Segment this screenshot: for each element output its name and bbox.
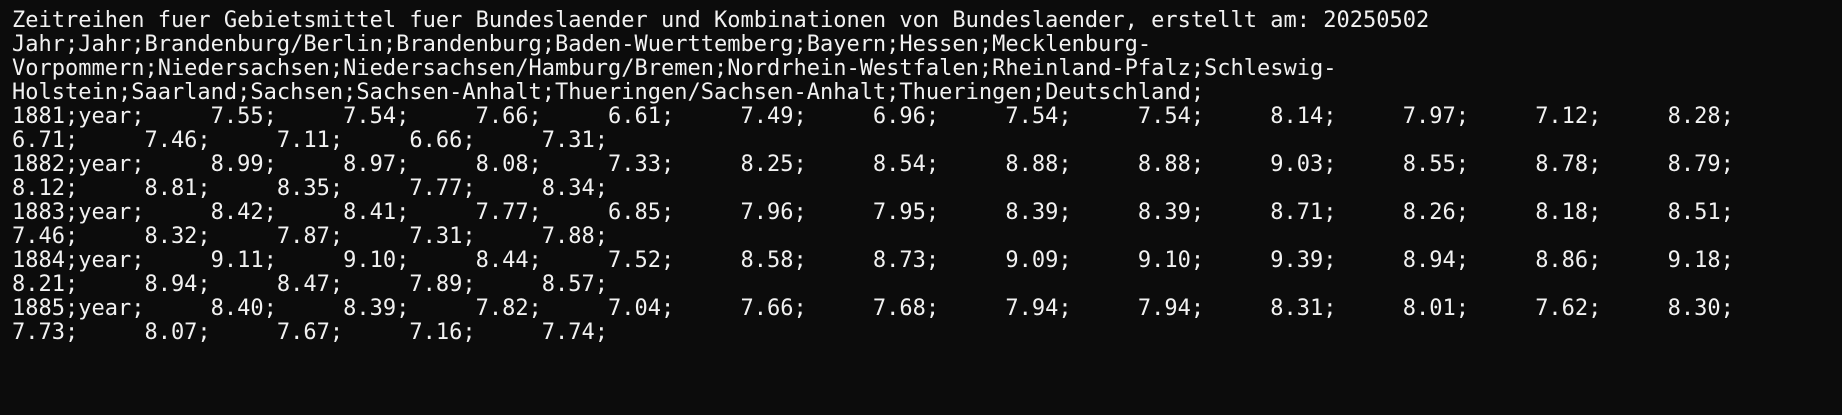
data-row-1881: 1881;year; 7.55; 7.54; 7.66; 6.61; 7.49;… bbox=[12, 105, 1734, 129]
data-row-1885: 1885;year; 8.40; 8.39; 7.82; 7.04; 7.66;… bbox=[12, 297, 1734, 321]
data-row-1885-continued: 7.73; 8.07; 7.67; 7.16; 7.74; bbox=[12, 321, 609, 345]
data-row-1881-continued: 6.71; 7.46; 7.11; 6.66; 7.31; bbox=[12, 129, 609, 153]
data-row-1882: 1882;year; 8.99; 8.97; 8.08; 7.33; 8.25;… bbox=[12, 153, 1734, 177]
title-line: Zeitreihen fuer Gebietsmittel fuer Bunde… bbox=[12, 9, 1430, 33]
data-row-1884: 1884;year; 9.11; 9.10; 8.44; 7.52; 8.58;… bbox=[12, 249, 1734, 273]
header-line: Jahr;Jahr;Brandenburg/Berlin;Brandenburg… bbox=[12, 33, 1152, 57]
data-row-1883: 1883;year; 8.42; 8.41; 7.77; 6.85; 7.96;… bbox=[12, 201, 1734, 225]
header-line: Vorpommern;Niedersachsen;Niedersachsen/H… bbox=[12, 57, 1337, 81]
data-row-1883-continued: 7.46; 8.32; 7.87; 7.31; 7.88; bbox=[12, 225, 609, 249]
data-row-1884-continued: 8.21; 8.94; 8.47; 7.89; 8.57; bbox=[12, 273, 609, 297]
header-line: Holstein;Saarland;Sachsen;Sachsen-Anhalt… bbox=[12, 81, 1205, 105]
data-row-1882-continued: 8.12; 8.81; 8.35; 7.77; 8.34; bbox=[12, 177, 609, 201]
